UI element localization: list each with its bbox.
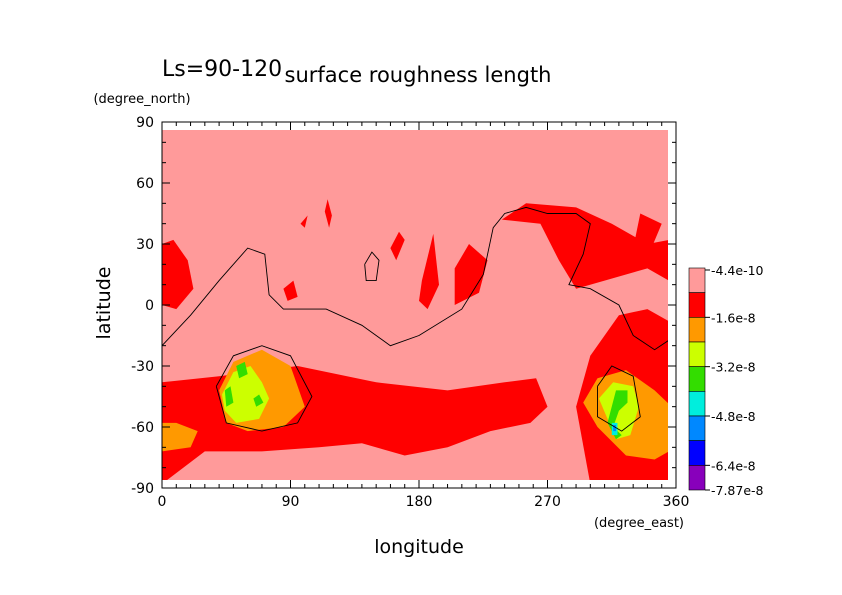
y-tick-label: -60 [131, 420, 154, 436]
filled-region-level-3 [222, 366, 270, 423]
colorbar-swatch [688, 366, 706, 392]
filled-region-level-1 [324, 199, 332, 228]
y-tick-label: 60 [136, 176, 154, 192]
y-axis-ticks: 90 60 30 0 -30 -60 -90 [131, 115, 676, 497]
colorbar-label: -3.2e-8 [711, 360, 756, 375]
colorbar-swatch [688, 415, 706, 441]
x-tick-label: 90 [282, 494, 300, 510]
filled-region-level-1 [300, 215, 308, 228]
colorbar: -4.4e-10 -1.6e-8 -3.2e-8 -4.8e-8 -6.4e-8 -7.8… [688, 263, 764, 498]
filled-region-level-4 [236, 361, 248, 379]
filled-region-level-2 [162, 422, 198, 452]
filled-region-level-1 [390, 231, 405, 261]
colorbar-swatch [688, 267, 706, 293]
x-tick-label: 0 [158, 494, 167, 510]
colorbar-label: -6.4e-8 [711, 458, 756, 473]
filled-region-level-1 [419, 233, 439, 310]
y-tick-label: -90 [131, 481, 154, 497]
filled-region-level-4 [224, 386, 234, 407]
colorbar-swatch [688, 341, 706, 367]
x-tick-label: 360 [663, 494, 690, 510]
x-axis-ticks: 0 90 180 270 360 [158, 122, 690, 510]
filled-region-level-4 [253, 394, 264, 407]
x-axis-label: longitude [374, 536, 464, 558]
colorbar-label: -1.6e-8 [711, 310, 756, 325]
colorbar-swatch [688, 292, 706, 318]
colorbar-label: -4.8e-8 [711, 409, 756, 424]
contour-line [162, 206, 668, 351]
filled-region-level-1 [454, 244, 488, 305]
colorbar-label: -4.4e-10 [711, 263, 764, 278]
y-tick-label: 90 [136, 115, 154, 131]
colorbar-label: -7.87e-8 [711, 483, 764, 498]
colorbar-swatch [688, 440, 706, 466]
filled-region-level-1 [633, 213, 662, 249]
y-axis-label: latitude [93, 267, 115, 340]
colorbar-swatch [688, 465, 706, 491]
colorbar-swatch [688, 391, 706, 417]
colorbar-swatch [688, 317, 706, 343]
x-tick-label: 180 [406, 494, 433, 510]
contour-line [364, 251, 380, 282]
y-tick-label: 30 [136, 237, 154, 253]
x-tick-label: 270 [534, 494, 561, 510]
chart-title: surface roughness length [285, 63, 552, 87]
x-unit-label: (degree_east) [594, 516, 684, 531]
y-tick-label: -30 [131, 359, 154, 375]
filled-field [162, 130, 668, 480]
y-unit-label: (degree_north) [93, 92, 190, 107]
chart-subtitle: Ls=90-120 [162, 57, 282, 82]
contour-line [215, 345, 313, 432]
contour-line [597, 365, 641, 432]
filled-region-level-1 [162, 239, 194, 310]
plot-area [161, 121, 677, 489]
filled-region-level-3 [598, 382, 639, 440]
y-tick-label: 0 [145, 298, 154, 314]
filled-region-level-1 [283, 280, 298, 301]
